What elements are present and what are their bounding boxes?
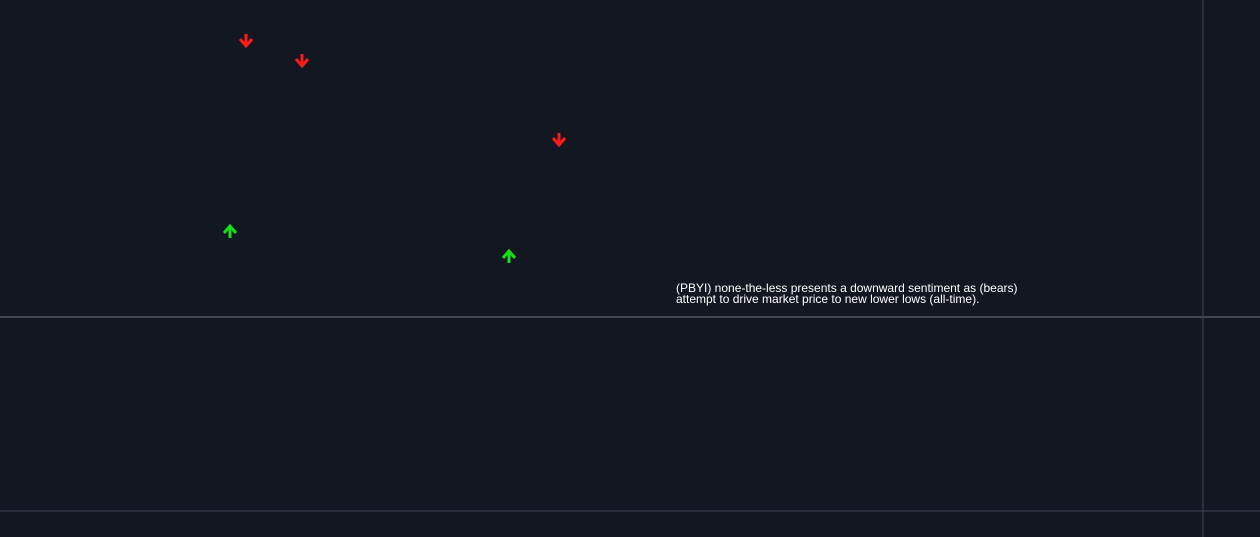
annotation-line: attempt to drive market price to new low… (676, 292, 979, 306)
up-arrow (501, 248, 517, 263)
down-arrow (294, 54, 310, 69)
down-arrow (238, 34, 254, 49)
annotation-line: (PBYI) none-the-less presents a downward… (676, 281, 1018, 295)
up-arrow (222, 223, 238, 238)
annotations: (PBYI) none-the-less presents a downward… (222, 34, 1018, 306)
down-arrow (551, 133, 567, 148)
